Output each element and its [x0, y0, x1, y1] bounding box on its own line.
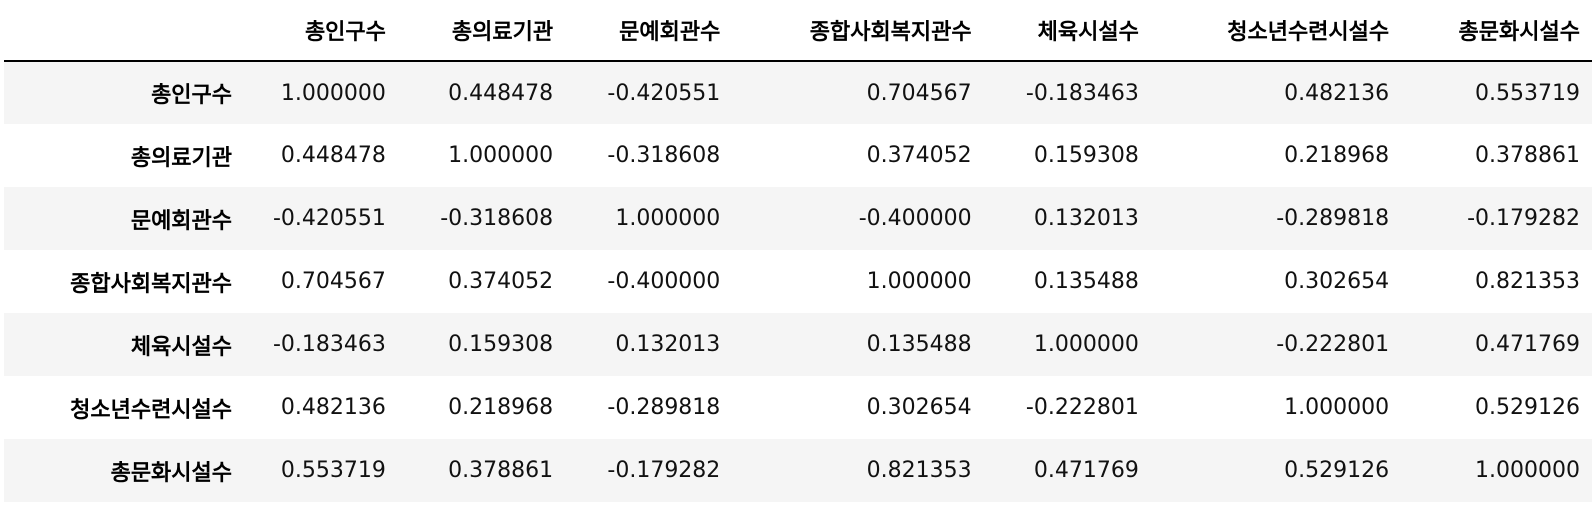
table-cell: 0.374052 [866, 143, 972, 168]
table-row: 총문화시설수 0.553719 0.378861 -0.179282 0.821… [4, 439, 1592, 502]
table-cell: 0.135488 [1033, 269, 1139, 294]
table-cell: -0.183463 [272, 332, 386, 357]
table-cell: 0.218968 [1284, 143, 1390, 168]
table-row: 체육시설수 -0.183463 0.159308 0.132013 0.1354… [4, 313, 1592, 376]
table-cell: 1.000000 [1033, 332, 1139, 357]
table-cell: -0.289818 [1276, 206, 1390, 231]
table-cell: 0.553719 [280, 458, 386, 483]
index-corner [4, 0, 245, 62]
table-row: 청소년수련시설수 0.482136 0.218968 -0.289818 0.3… [4, 376, 1592, 439]
table-cell: 0.302654 [1284, 269, 1390, 294]
table-row: 총인구수 1.000000 0.448478 -0.420551 0.70456… [4, 61, 1592, 124]
column-header: 총의료기관 [397, 0, 566, 62]
table-cell: 0.302654 [866, 395, 972, 420]
table-cell: 0.471769 [1033, 458, 1139, 483]
row-label: 청소년수련시설수 [70, 397, 233, 423]
table-header: 총인구수 총의료기관 문예회관수 종합사회복지관수 체육시설수 청소년수련시설수… [4, 0, 1592, 62]
table-cell: -0.318608 [607, 143, 721, 168]
column-header: 총인구수 [244, 0, 398, 62]
table-cell: 0.471769 [1475, 332, 1580, 357]
table-cell: 0.374052 [448, 269, 554, 294]
row-label: 총의료기관 [130, 145, 233, 171]
table-cell: -0.222801 [1276, 332, 1390, 357]
table-cell: 0.218968 [448, 395, 554, 420]
row-label: 종합사회복지관수 [70, 271, 233, 297]
row-label: 체육시설수 [130, 334, 233, 360]
row-label: 총인구수 [151, 83, 233, 108]
table-cell: 0.378861 [1475, 143, 1580, 168]
table-body: 총인구수 1.000000 0.448478 -0.420551 0.70456… [4, 61, 1592, 502]
table-row: 종합사회복지관수 0.704567 0.374052 -0.400000 1.0… [4, 250, 1592, 313]
table-cell: -0.179282 [607, 458, 721, 483]
table-cell: 0.529126 [1475, 395, 1580, 420]
table-cell: 0.482136 [280, 395, 386, 420]
table-cell: 0.159308 [1033, 143, 1139, 168]
table-cell: 0.704567 [866, 80, 972, 106]
table-cell: 0.529126 [1284, 458, 1390, 483]
column-header: 종합사회복지관수 [732, 0, 984, 62]
table-cell: 0.132013 [615, 332, 721, 357]
table-cell: 0.448478 [280, 143, 386, 168]
table-cell: 1.000000 [448, 143, 554, 168]
table-cell: 0.821353 [1475, 269, 1580, 294]
table-cell: 0.132013 [1033, 206, 1139, 231]
table-cell: -0.183463 [1025, 80, 1139, 106]
table-cell: 1.000000 [866, 269, 972, 294]
table-cell: 1.000000 [1475, 458, 1580, 483]
table-cell: -0.179282 [1467, 206, 1580, 231]
row-label: 총문화시설수 [110, 460, 233, 486]
table-cell: -0.318608 [440, 206, 554, 231]
table-cell: -0.420551 [272, 206, 386, 231]
row-label: 문예회관수 [130, 208, 233, 234]
table-cell: -0.400000 [858, 206, 972, 231]
table-cell: -0.289818 [607, 395, 721, 420]
table-cell: 1.000000 [1284, 395, 1390, 420]
correlation-table: 총인구수 총의료기관 문예회관수 종합사회복지관수 체육시설수 청소년수련시설수… [4, 0, 1592, 502]
column-header: 문예회관수 [565, 0, 733, 62]
table-cell: 0.482136 [1284, 80, 1390, 106]
column-header: 청소년수련시설수 [1150, 0, 1402, 62]
table-cell: 0.159308 [448, 332, 554, 357]
table-cell: 0.821353 [866, 458, 972, 483]
table-cell: -0.222801 [1025, 395, 1139, 420]
header-row: 총인구수 총의료기관 문예회관수 종합사회복지관수 체육시설수 청소년수련시설수… [4, 0, 1592, 62]
table-cell: -0.420551 [607, 80, 721, 106]
table-cell: 0.553719 [1475, 80, 1580, 106]
column-header: 총문화시설수 [1401, 0, 1592, 62]
table-row: 총의료기관 0.448478 1.000000 -0.318608 0.3740… [4, 124, 1592, 187]
table-cell: 0.704567 [280, 269, 386, 294]
table-cell: 1.000000 [280, 80, 386, 106]
table-cell: 0.378861 [448, 458, 554, 483]
table-cell: 0.135488 [866, 332, 972, 357]
table-cell: 1.000000 [615, 206, 721, 231]
column-header: 체육시설수 [983, 0, 1151, 62]
table-cell: -0.400000 [607, 269, 721, 294]
table-cell: 0.448478 [448, 80, 554, 106]
table-row: 문예회관수 -0.420551 -0.318608 1.000000 -0.40… [4, 187, 1592, 250]
